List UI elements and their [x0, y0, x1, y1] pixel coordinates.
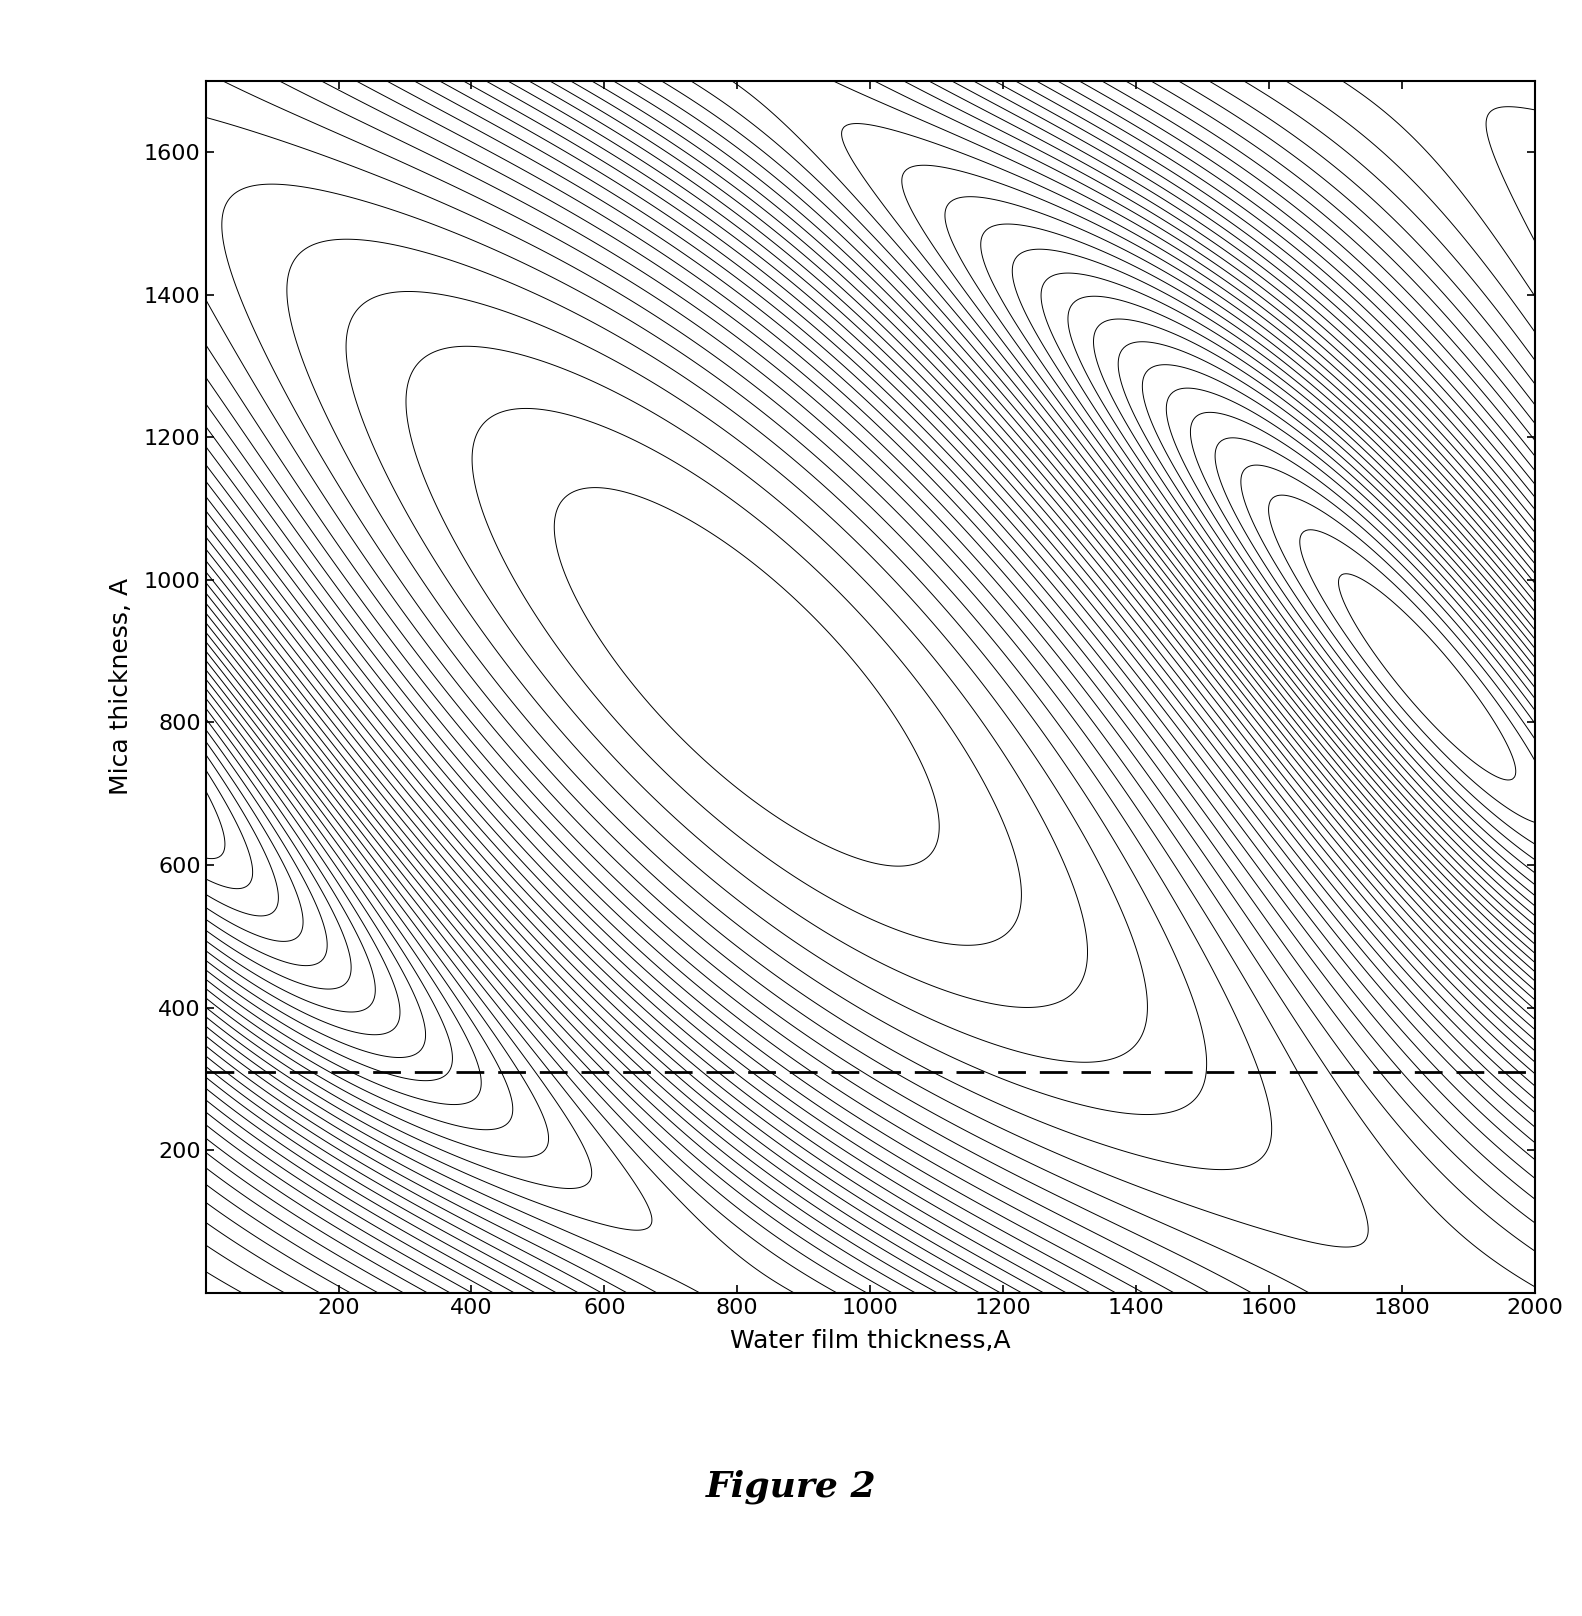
- Text: Figure 2: Figure 2: [706, 1469, 876, 1504]
- Y-axis label: Mica thickness, A: Mica thickness, A: [109, 579, 133, 795]
- X-axis label: Water film thickness,A: Water film thickness,A: [729, 1328, 1011, 1353]
